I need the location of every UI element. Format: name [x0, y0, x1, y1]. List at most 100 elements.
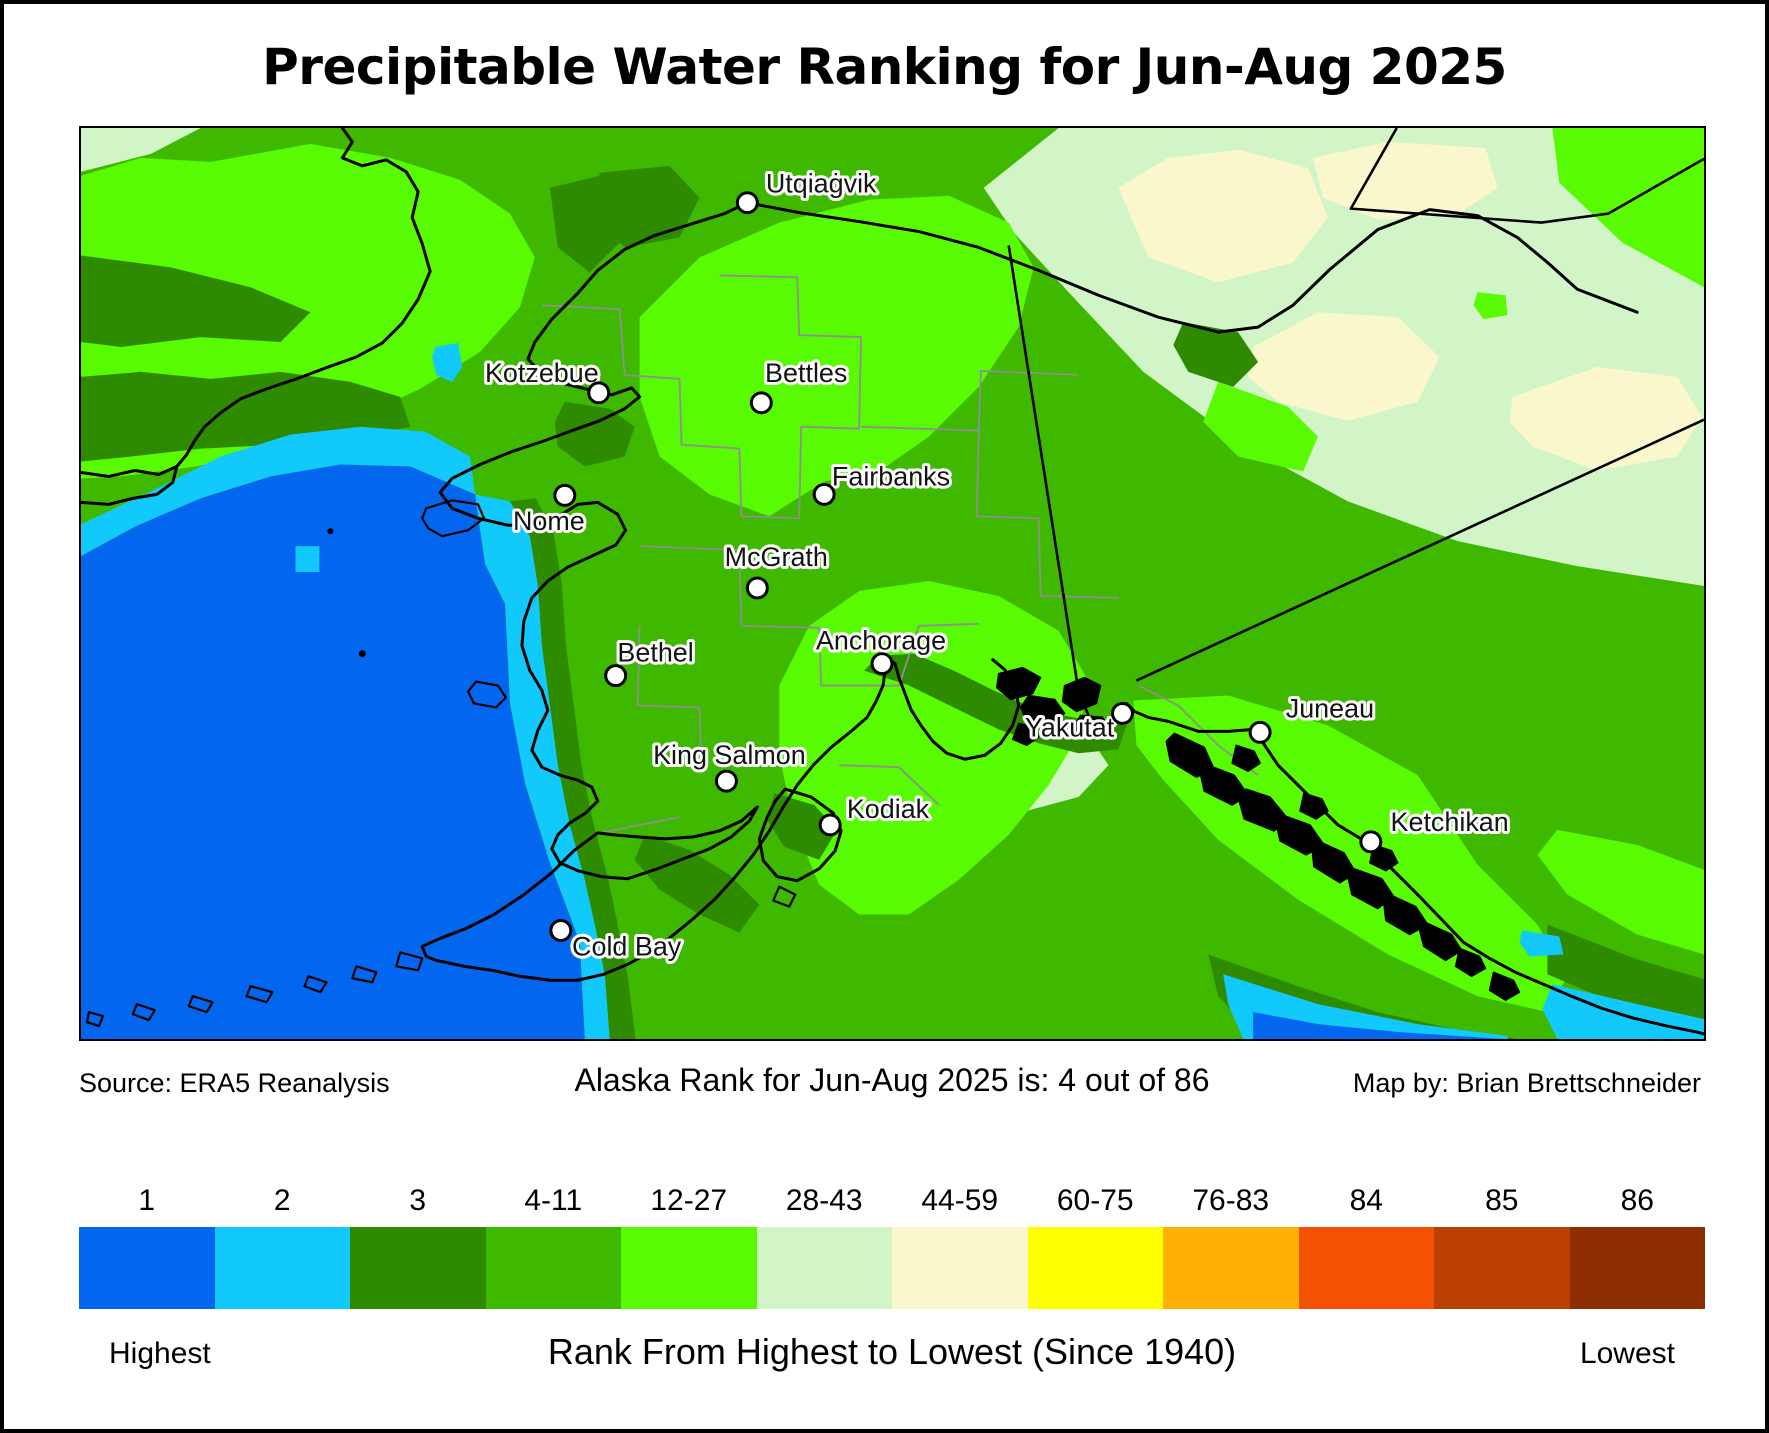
city-label: Utqiaġvik: [766, 169, 877, 199]
region-bright-bc: [1537, 829, 1704, 955]
legend-swatch: [756, 1227, 892, 1309]
region-blue-bering: [81, 464, 585, 1039]
region-bright-ne-wedge: [1552, 128, 1704, 288]
city-marker: [735, 191, 759, 215]
source-credit: Source: ERA5 Reanalysis: [79, 1068, 390, 1098]
region-blue-corner: [1253, 1012, 1503, 1039]
city-marker: [745, 576, 769, 600]
region-cream-c: [1248, 312, 1440, 421]
legend-class-label: 2: [273, 1184, 291, 1217]
legend-class-label: 3: [409, 1184, 427, 1217]
city-label: Kotzebue: [485, 358, 599, 388]
city-label: Kodiak: [847, 794, 930, 824]
legend-class-label: 85: [1485, 1184, 1519, 1217]
region-dark-penspine: [634, 834, 760, 933]
region-dark-topcenter: [594, 165, 700, 248]
legend-swatch: [1569, 1227, 1705, 1309]
footer-row: Alaska Rank for Jun-Aug 2025 is: 4 out o…: [79, 1062, 1705, 1102]
borough-lines-7: [636, 625, 703, 766]
borough-lines-1: [541, 304, 743, 517]
region-dark-chugach: [864, 653, 1127, 754]
region-cyan-in-blue: [295, 546, 320, 573]
legend-class-label: 4-11: [524, 1184, 583, 1217]
city-marker: [1110, 701, 1134, 725]
coast-archipelago: [1165, 732, 1521, 1001]
legend-swatch: [1027, 1227, 1163, 1309]
legend-class-label: 86: [1620, 1184, 1654, 1217]
coast-pws-islands: [995, 666, 1112, 747]
region-cyan-nw-band: [81, 426, 476, 557]
region-dark-seward: [554, 401, 635, 467]
legend-class-label: 1: [138, 1184, 156, 1217]
legend-caption-lowest: Lowest: [1579, 1337, 1675, 1370]
legend-swatch: [1434, 1227, 1570, 1309]
city-label: Nome: [513, 506, 585, 536]
legend-colorbar: [79, 1227, 1705, 1309]
legend-swatch: [1298, 1227, 1434, 1309]
coast-kodiak-island: [757, 787, 843, 883]
borough-lines-8: [839, 764, 940, 806]
region-bright-south: [779, 581, 1089, 915]
map-author-credit: Map by: Brian Brettschneider: [1352, 1068, 1701, 1098]
region-dark-ne-patch: [1173, 322, 1259, 387]
region-cream-d: [1509, 366, 1703, 471]
city-marker: [553, 483, 577, 507]
city-label: Juneau: [1286, 693, 1374, 723]
city-marker: [870, 652, 894, 676]
city-label: McGrath: [725, 542, 828, 572]
city-label: Cold Bay: [572, 931, 682, 961]
legend-swatch: [1163, 1227, 1299, 1309]
legend-class-label: 84: [1349, 1184, 1383, 1217]
city-marker: [818, 813, 842, 837]
region-bright-border-band: [1203, 381, 1318, 472]
city-label: Fairbanks: [832, 461, 950, 491]
city-label: Ketchikan: [1391, 807, 1509, 837]
borough-lines-6: [821, 622, 979, 687]
legend-swatch: [485, 1227, 621, 1309]
city-label: Bethel: [617, 638, 693, 668]
borough-lines-2: [719, 274, 862, 520]
figure-title: Precipitable Water Ranking for Jun-Aug 2…: [262, 38, 1507, 96]
legend-caption-highest: Highest: [109, 1337, 211, 1370]
legend-class-label: 76-83: [1192, 1184, 1270, 1217]
coast-pribilof-dot: [358, 650, 366, 658]
coast-kodiak-islet: [772, 885, 797, 908]
legend-swatch: [350, 1227, 486, 1309]
alaska-map: Utqiaġvik Kotzebue Nome Bettles Fairbanks McG…: [81, 128, 1704, 1039]
legend-class-labels: 1 2 3 4-11 12-27 28-43 44-59 60-75 76-83 84 85 86: [79, 1184, 1705, 1218]
borough-lines-10: [599, 816, 680, 834]
legend-swatch: [79, 1227, 215, 1309]
city-marker: [749, 391, 773, 415]
city-marker: [1359, 830, 1383, 854]
city-marker: [604, 664, 628, 688]
border-arctic-maritime: [1349, 128, 1704, 224]
map-frame: Utqiaġvik Kotzebue Nome Bettles Fairbanks McG…: [79, 126, 1706, 1041]
city-marker: [714, 769, 738, 793]
city-label: Bettles: [765, 358, 847, 388]
coast-mainland: [420, 201, 1639, 982]
coast-chukotka-south: [81, 465, 179, 506]
rank-statement: Alaska Rank for Jun-Aug 2025 is: 4 out o…: [574, 1062, 1210, 1098]
legend-class-label: 44-59: [921, 1184, 999, 1217]
coast-island-dot: [327, 528, 334, 535]
region-bright-dot: [1473, 292, 1508, 320]
legend-swatch: [892, 1227, 1028, 1309]
region-cyan-corner-sm: [1519, 930, 1564, 957]
region-dark-weststrip: [509, 498, 636, 1039]
city-marker: [1248, 720, 1272, 744]
legend-swatch: [621, 1227, 757, 1309]
city-marker: [549, 919, 573, 942]
region-bright-se: [1133, 695, 1568, 1013]
borough-lines-4: [975, 430, 1119, 599]
region-cyan-kotzebue: [432, 343, 463, 382]
region-cream-b: [1312, 141, 1498, 220]
region-dark-nw1: [81, 255, 311, 348]
legend-class-label: 28-43: [785, 1184, 863, 1217]
coast-aleutians: [85, 951, 424, 1028]
city-label: Anchorage: [816, 626, 946, 656]
cities-layer: Utqiaġvik Kotzebue Nome Bettles Fairbanks McG…: [482, 166, 1512, 965]
city-marker: [587, 381, 611, 405]
legend-class-label: 12-27: [650, 1184, 728, 1217]
coast-nunivak: [466, 680, 508, 709]
